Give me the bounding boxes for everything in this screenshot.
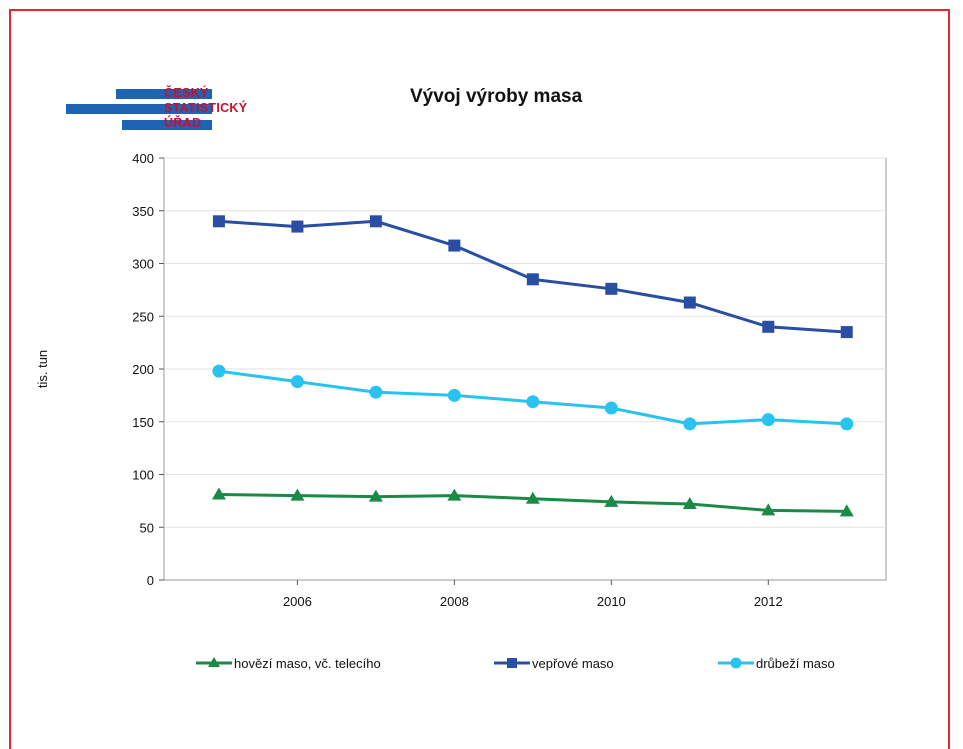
data-point-0 [447,488,462,501]
data-point-2 [212,364,226,378]
data-point-2 [526,395,540,409]
y-tick-label: 150 [132,415,154,430]
y-axis-label: tis. tun [35,350,50,388]
legend-marker-2 [730,657,742,669]
csu-logo: ČESKÝ STATISTICKÝ ÚŘAD [66,86,266,136]
data-point-1 [291,220,304,233]
data-point-0 [211,487,226,500]
legend-label-1: vepřové maso [532,656,614,671]
logo-text-line3: ÚŘAD [164,116,202,130]
y-tick-label: 250 [132,309,154,324]
y-tick-label: 300 [132,257,154,272]
data-point-0 [290,488,305,501]
chart-frame [9,9,950,749]
data-point-1 [605,282,618,295]
logo-bar-middle [66,104,212,114]
legend-marker-1 [507,658,517,668]
data-point-0 [368,489,383,502]
data-point-1 [448,239,461,252]
x-tick-label: 2012 [754,594,783,609]
data-point-2 [840,417,854,431]
x-tick-label: 2006 [283,594,312,609]
x-tick-label: 2010 [597,594,626,609]
logo-text-line2: STATISTICKÝ [164,101,248,115]
logo-bar-top [116,89,212,99]
chart-title: Vývoj výroby masa [410,86,583,107]
y-tick-label: 400 [132,151,154,166]
data-point-1 [526,273,539,286]
data-point-1 [369,215,382,228]
legend-label-2: drůbeží maso [756,656,835,671]
y-tick-label: 200 [132,362,154,377]
line-chart: 0 50 100 150 200 250 300 350 400 2006 2008 2010 2012… [35,151,887,671]
y-tick-label: 0 [147,573,154,588]
data-point-2 [369,385,383,399]
data-point-0 [604,494,619,507]
data-point-2 [761,413,775,427]
logo-text-line1: ČESKÝ [164,86,209,100]
y-tick-label: 50 [140,520,154,535]
data-point-2 [683,417,697,431]
data-point-2 [604,401,618,415]
y-tick-label: 100 [132,468,154,483]
data-point-0 [525,491,540,504]
data-point-2 [447,388,461,402]
data-point-1 [212,215,225,228]
legend-label-0: hovězí maso, vč. telecího [234,656,381,671]
data-point-0 [682,497,697,510]
data-point-2 [290,375,304,389]
y-tick-label: 350 [132,204,154,219]
legend-marker-0 [208,657,220,667]
data-point-0 [839,504,854,517]
data-point-1 [762,320,775,333]
logo-bar-bottom [122,120,212,130]
data-point-1 [683,296,696,309]
x-tick-label: 2008 [440,594,469,609]
data-point-1 [840,326,853,339]
data-point-0 [761,503,776,516]
